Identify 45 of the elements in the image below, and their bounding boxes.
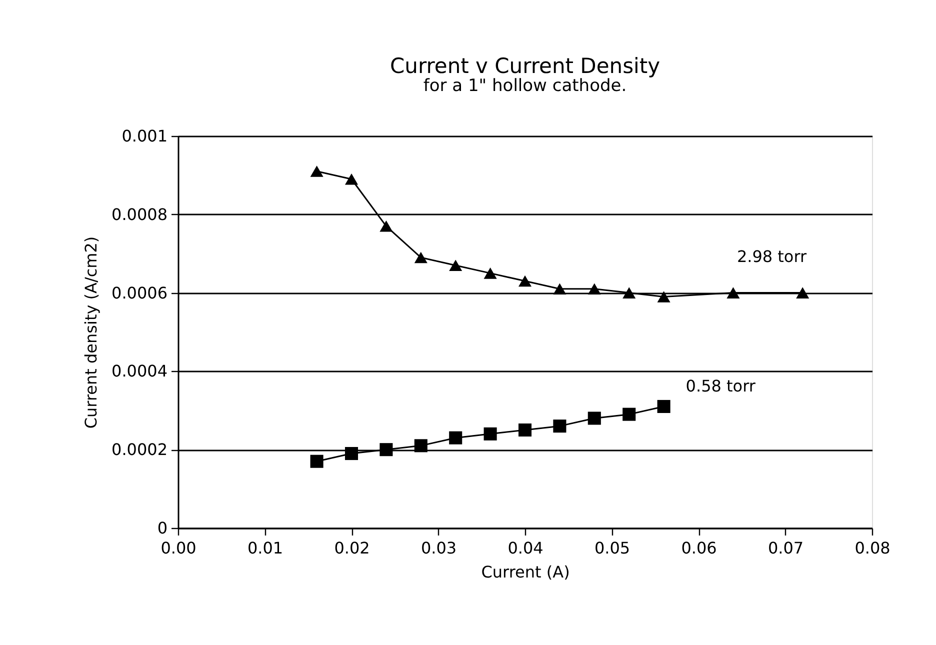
point	[553, 283, 566, 295]
x-tick-label: 0.07	[768, 538, 804, 558]
y-tick-label: 0	[157, 518, 168, 538]
point	[518, 275, 532, 287]
point	[414, 439, 428, 452]
point	[588, 412, 601, 425]
series-label: 0.58 torr	[686, 376, 756, 396]
x-tick-label: 0.01	[247, 538, 284, 558]
series-label: 2.98 torr	[736, 246, 808, 266]
chart-title: Current v Current Density	[390, 54, 660, 78]
point	[796, 287, 810, 298]
point	[518, 423, 532, 437]
point	[449, 431, 462, 444]
y-tick-label: 0.0006	[112, 283, 168, 302]
point	[588, 283, 601, 295]
x-axis-title: Current (A)	[481, 562, 570, 582]
point	[344, 447, 358, 460]
point	[414, 252, 428, 264]
x-tick-label: 0.08	[854, 538, 890, 558]
x-tick-label: 0.06	[681, 538, 717, 558]
y-tick-label: 0.0008	[112, 204, 168, 224]
y-axis-title: Current density (A/cm2)	[82, 236, 101, 429]
chart-subtitle: for a 1" hollow cathode.	[423, 76, 627, 96]
point	[344, 173, 358, 185]
point	[657, 291, 670, 302]
point	[726, 287, 740, 298]
point	[449, 260, 462, 272]
point	[553, 420, 566, 433]
point	[310, 454, 324, 468]
point	[484, 427, 497, 440]
point	[310, 166, 324, 177]
point	[622, 287, 636, 298]
point	[622, 408, 636, 421]
y-tick-label: 0.001	[122, 126, 168, 146]
point	[484, 268, 497, 279]
y-tick-label: 0.0002	[112, 440, 168, 460]
y-tick-label: 0.0004	[112, 362, 168, 381]
point	[380, 443, 393, 456]
x-tick-label: 0.00	[160, 538, 196, 558]
x-tick-label: 0.04	[508, 538, 544, 558]
x-tick-label: 0.05	[594, 538, 630, 558]
point	[657, 400, 670, 413]
point	[380, 220, 393, 232]
x-tick-label: 0.03	[420, 538, 457, 558]
x-tick-label: 0.02	[334, 538, 370, 558]
